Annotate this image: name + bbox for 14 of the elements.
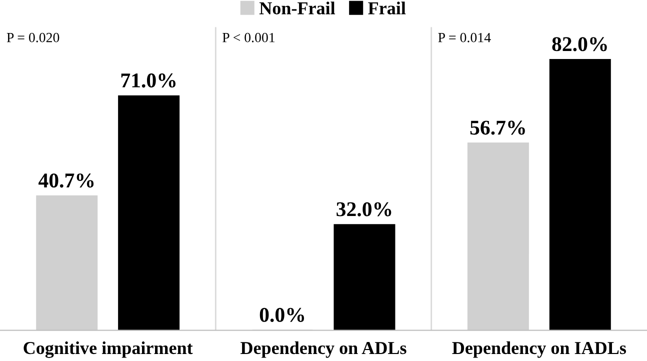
data-label: 32.0% — [336, 202, 392, 216]
data-label: 71.0% — [121, 73, 176, 88]
x-tick-label: Dependency on IADLs — [452, 341, 626, 358]
data-label: 56.7% — [470, 120, 525, 135]
text: P < 0.001 — [222, 32, 275, 42]
x-tick-label: Dependency on ADLs — [240, 341, 406, 358]
text: P = 0.020 — [6, 32, 60, 42]
legend-label: Frail — [368, 2, 406, 14]
x-tick-label: Cognitive impairment — [24, 341, 193, 358]
text: P = 0.014 — [438, 32, 491, 42]
data-label: 82.0% — [552, 37, 607, 52]
legend-label: Non-Frail — [259, 2, 336, 14]
data-label: 0.0% — [260, 308, 304, 322]
data-label: 40.7% — [38, 173, 94, 188]
